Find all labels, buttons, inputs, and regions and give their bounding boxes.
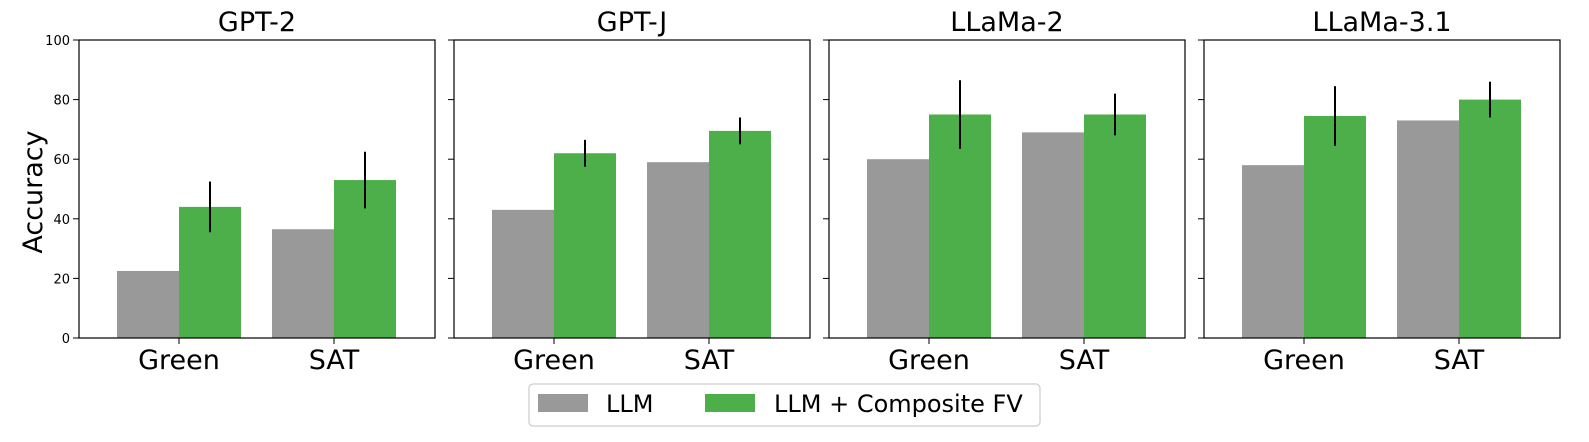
x-tick-label: SAT	[309, 345, 360, 376]
y-tick-label: 100	[45, 34, 70, 49]
legend-swatch-llm	[538, 394, 588, 412]
plot-frame	[828, 39, 1186, 339]
x-tick-label: Green	[138, 345, 220, 376]
x-tick-label: SAT	[684, 345, 735, 376]
panel-llama-2: Green SAT LLaMa-2	[823, 7, 1186, 376]
bar-llm-composite-fv-sat	[709, 130, 771, 338]
plot-frame	[453, 39, 811, 339]
panel-title: GPT-2	[218, 7, 296, 38]
panel-title: GPT-J	[597, 7, 667, 38]
panel-gpt-j: Green SAT GPT-J	[448, 7, 811, 376]
bar-llm-green	[117, 270, 179, 338]
y-tick-label: 40	[53, 213, 70, 228]
bar-llm-sat	[1397, 120, 1459, 339]
y-axis-label: Accuracy	[18, 130, 49, 253]
bar-llm-composite-fv-sat	[1459, 99, 1521, 338]
y-tick-label: 80	[53, 94, 70, 109]
bar-llm-sat	[647, 162, 709, 338]
panel-title: LLaMa-2	[950, 7, 1063, 38]
x-tick-label: Green	[513, 345, 595, 376]
bar-llm-composite-fv-sat	[1084, 114, 1146, 338]
legend-frame	[528, 383, 1041, 427]
bar-llm-sat	[1022, 132, 1084, 338]
legend: LLM LLM + Composite FV	[528, 383, 1041, 427]
legend-label-llm-composite-fv: LLM + Composite FV	[774, 390, 1023, 418]
plot-frame	[1203, 39, 1561, 339]
bar-llm-composite-fv-green	[554, 153, 616, 338]
bar-llm-composite-fv-green	[1304, 115, 1366, 339]
bar-llm-green	[492, 209, 554, 338]
panel-llama-3-1: Green SAT LLaMa-3.1	[1198, 7, 1561, 376]
x-tick-label: Green	[1263, 345, 1345, 376]
plot-frame	[78, 39, 436, 339]
panel-title: LLaMa-3.1	[1312, 7, 1451, 38]
x-tick-label: SAT	[1434, 345, 1485, 376]
bar-llm-green	[867, 159, 929, 338]
x-tick-label: SAT	[1059, 345, 1110, 376]
panel-gpt-2: 0 20 40 60 80 100 Green SAT GPT-2	[45, 7, 436, 376]
x-tick-label: Green	[888, 345, 970, 376]
y-tick-label: 0	[62, 332, 70, 347]
y-tick-label: 60	[53, 153, 70, 168]
bar-llm-green	[1242, 165, 1304, 338]
bar-llm-composite-fv-green	[929, 114, 991, 338]
legend-label-llm: LLM	[606, 390, 653, 418]
bar-llm-sat	[272, 229, 334, 338]
y-tick-label: 20	[53, 272, 70, 287]
legend-swatch-llm-composite-fv	[705, 394, 755, 412]
